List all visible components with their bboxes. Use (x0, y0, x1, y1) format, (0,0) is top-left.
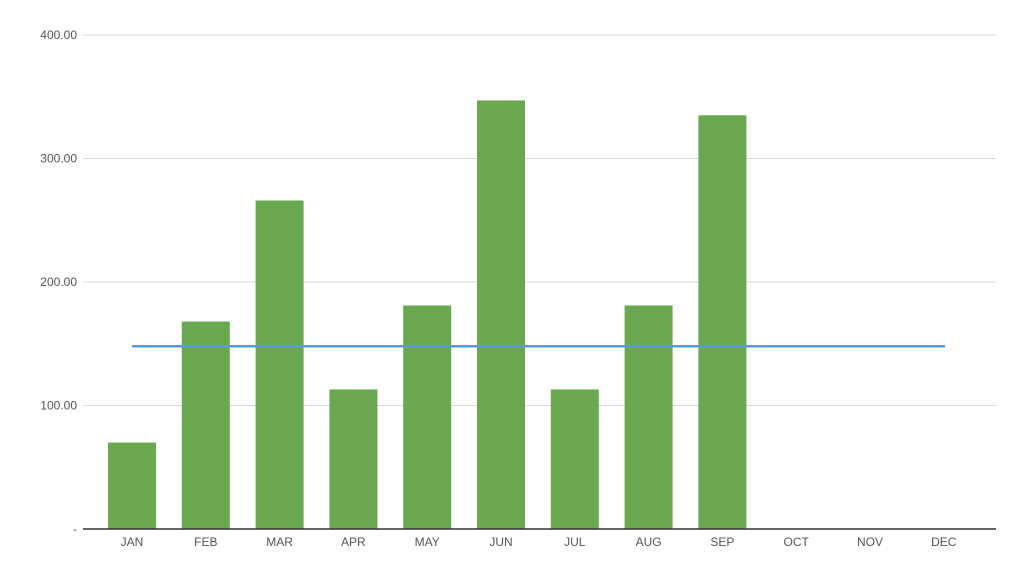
bar-may (403, 305, 452, 529)
bar-aug (624, 305, 673, 529)
y-tick-label: 200.00 (40, 275, 77, 289)
x-tick-label: MAY (415, 535, 440, 549)
bar-jan (108, 442, 156, 529)
y-tick-label: 300.00 (40, 152, 77, 166)
x-tick-label: AUG (636, 535, 662, 549)
bar-apr (329, 389, 378, 529)
x-tick-label: JUL (564, 535, 586, 549)
y-tick-label: 100.00 (40, 399, 77, 413)
bar-jul (550, 389, 599, 529)
x-tick-label: FEB (194, 535, 217, 549)
bar-mar (255, 200, 304, 530)
bar-jun (477, 100, 525, 529)
x-tick-label: DEC (931, 535, 957, 549)
bar-feb (181, 321, 230, 529)
bar-series (108, 100, 747, 530)
x-tick-label: OCT (784, 535, 810, 549)
y-axis-ticks: - 100.00 200.00 300.00 400.00 (40, 28, 77, 536)
x-tick-label: SEP (710, 535, 734, 549)
bar-sep (698, 115, 747, 530)
x-tick-label: APR (341, 535, 366, 549)
x-tick-label: JAN (121, 535, 144, 549)
gridlines (83, 34, 996, 406)
x-axis-ticks: JAN FEB MAR APR MAY JUN JUL AUG SEP OCT NOV DEC (121, 535, 957, 549)
x-tick-label: NOV (857, 535, 883, 549)
y-tick-label: - (73, 522, 77, 536)
x-tick-label: JUN (489, 535, 512, 549)
x-tick-label: MAR (266, 535, 293, 549)
y-tick-label: 400.00 (40, 28, 77, 42)
